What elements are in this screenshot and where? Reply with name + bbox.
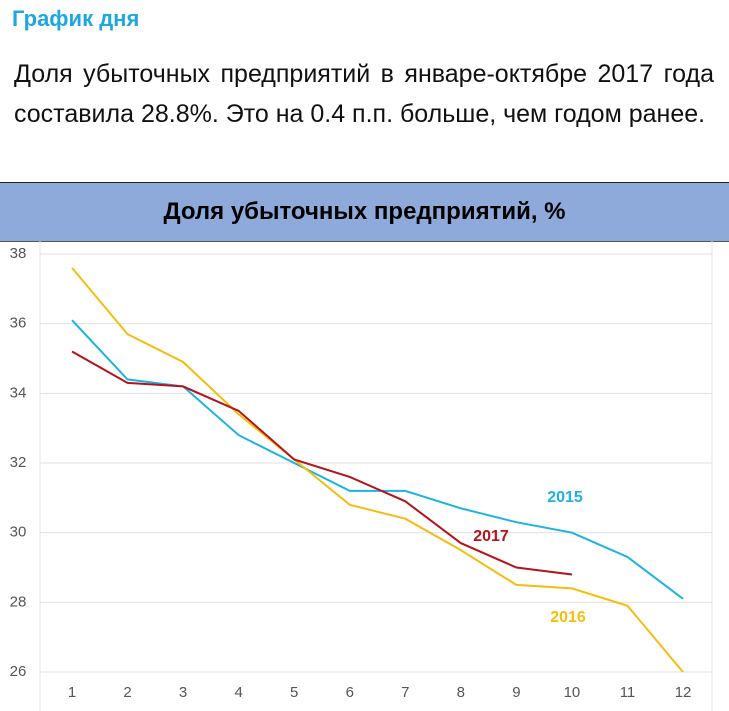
description: Доля убыточных предприятий в январе-октя… [14, 60, 714, 128]
series-label: 2017 [473, 528, 509, 545]
x-tick-label: 1 [68, 684, 76, 701]
line-series [71, 267, 684, 673]
header-title: График дня [12, 6, 140, 31]
x-tick-label: 12 [675, 684, 692, 701]
chart-title: Доля убыточных предприятий, % [163, 198, 566, 225]
x-tick-label: 3 [179, 684, 187, 701]
title-band: Доля убыточных предприятий, % [0, 182, 729, 242]
y-tick-label: 34 [10, 384, 27, 401]
y-tick-label: 26 [10, 663, 27, 680]
line-series [71, 319, 684, 600]
x-tick-label: 7 [401, 684, 409, 701]
series-label: 2015 [547, 489, 583, 506]
y-tick-label: 36 [10, 315, 27, 332]
x-tick-label: 10 [564, 684, 581, 701]
line-series [71, 350, 573, 576]
y-tick-label: 30 [10, 524, 27, 541]
y-tick-label: 32 [10, 454, 27, 471]
x-tick-label: 4 [234, 684, 242, 701]
x-tick-label: 5 [290, 684, 298, 701]
y-tick-label: 38 [10, 245, 27, 262]
x-tick-label: 6 [346, 684, 354, 701]
x-tick-label: 8 [457, 684, 465, 701]
x-tick-label: 9 [512, 684, 520, 701]
y-tick-label: 28 [10, 593, 27, 610]
x-tick-label: 2 [123, 684, 131, 701]
x-tick-label: 11 [620, 684, 636, 701]
series-label: 2016 [550, 609, 586, 626]
